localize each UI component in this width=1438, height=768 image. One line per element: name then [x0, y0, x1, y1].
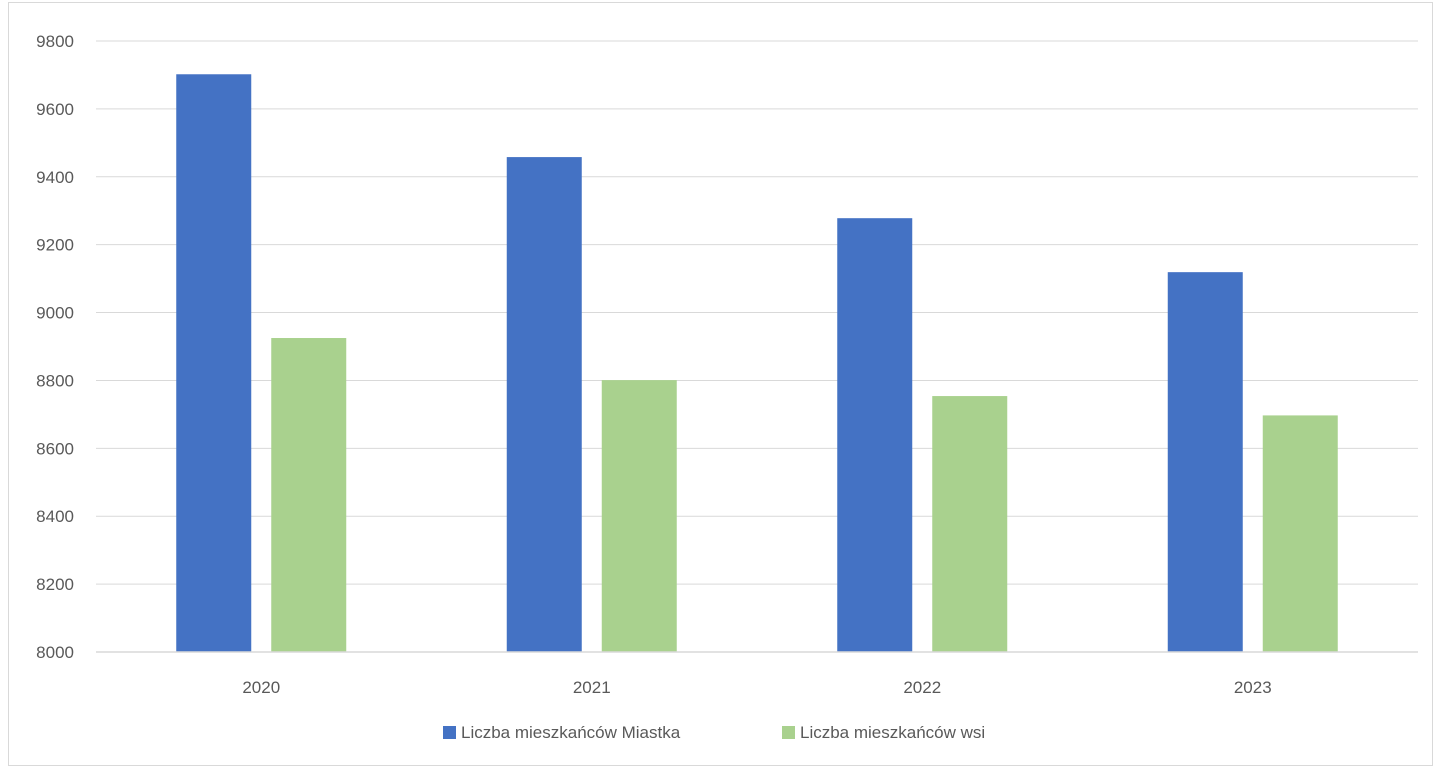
- y-tick-label: 8000: [36, 643, 74, 662]
- bar-miastko-2021: [506, 157, 582, 652]
- bar-miastko-2023: [1167, 272, 1243, 652]
- legend-swatch: [443, 726, 456, 739]
- legend-label: Liczba mieszkańców Miastka: [461, 723, 681, 742]
- axes: 8000 8200 8400 8600 8800 9000 9200 9400 9600 9800…: [36, 32, 1418, 697]
- legend-label: Liczba mieszkańców wsi: [800, 723, 985, 742]
- x-tick-label: 2022: [903, 678, 941, 697]
- bar-miastko-2020: [176, 74, 252, 652]
- y-tick-label: 9600: [36, 100, 74, 119]
- bar-wies-2023: [1262, 415, 1338, 652]
- x-tick-label: 2021: [573, 678, 611, 697]
- bar-wies-2022: [932, 396, 1008, 652]
- legend-swatch: [782, 726, 795, 739]
- y-tick-label: 9200: [36, 236, 74, 255]
- y-tick-label: 8400: [36, 507, 74, 526]
- x-tick-label: 2023: [1234, 678, 1272, 697]
- bar-wies-2021: [601, 380, 677, 652]
- bar-miastko-2022: [837, 218, 913, 652]
- y-tick-label: 9400: [36, 168, 74, 187]
- y-tick-label: 9000: [36, 304, 74, 323]
- bar-wies-2020: [271, 338, 347, 652]
- bars: [176, 74, 1338, 652]
- y-tick-label: 9800: [36, 32, 74, 51]
- chart-frame: [8, 2, 1433, 766]
- y-tick-label: 8200: [36, 575, 74, 594]
- y-tick-label: 8800: [36, 371, 74, 390]
- x-tick-label: 2020: [242, 678, 280, 697]
- y-tick-label: 8600: [36, 439, 74, 458]
- legend: Liczba mieszkańców Miastka Liczba mieszka…: [443, 723, 985, 742]
